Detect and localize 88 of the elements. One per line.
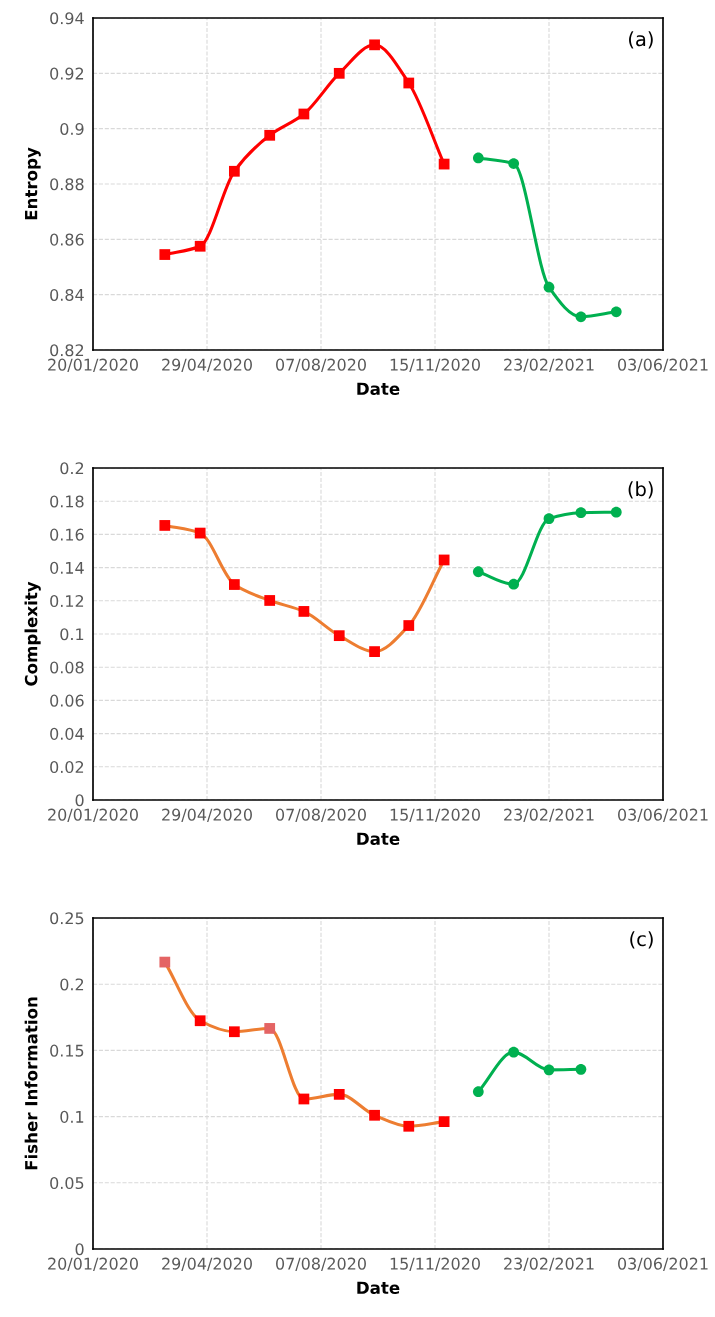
y-tick-label: 0.04 <box>50 727 84 740</box>
y-tick-label: 0.9 <box>60 122 84 135</box>
y-tick-label: 0.1 <box>60 628 84 641</box>
x-tick-label: 20/01/2020 <box>48 808 138 822</box>
y-tick-label: 0.82 <box>50 344 84 357</box>
point <box>508 158 520 169</box>
x-tick-label: 23/02/2021 <box>504 358 594 372</box>
y-tick-label: 0 <box>75 1243 84 1256</box>
point <box>333 67 345 79</box>
x-tick-label: 07/08/2020 <box>276 358 366 372</box>
point <box>369 39 380 51</box>
x-tick-label: 15/11/2020 <box>390 1257 480 1271</box>
point <box>264 1023 276 1034</box>
x-tick-label: 07/08/2020 <box>276 1257 366 1271</box>
y-tick-label: 0.1 <box>60 1110 84 1123</box>
point <box>610 506 622 518</box>
annotation: (b) <box>628 481 653 499</box>
x-tick-label: 20/01/2020 <box>48 358 138 372</box>
point <box>333 1088 345 1100</box>
point <box>472 1086 484 1098</box>
y-tick-label: 0.2 <box>60 978 84 991</box>
point <box>403 1120 415 1132</box>
x-tick-label: 29/04/2020 <box>162 1257 252 1271</box>
y-tick-label: 0.92 <box>50 67 84 80</box>
point <box>403 620 415 631</box>
x-tick-label: 15/11/2020 <box>390 358 480 372</box>
point <box>298 606 310 617</box>
y-tick-label: 0 <box>75 794 84 807</box>
y-axis-title: Entropy <box>25 147 41 220</box>
point <box>543 513 555 525</box>
y-tick-label: 0.06 <box>50 694 84 707</box>
point <box>159 520 171 531</box>
point <box>575 1063 587 1075</box>
y-tick-label: 0.14 <box>50 561 84 574</box>
point <box>194 240 206 252</box>
point <box>228 579 240 590</box>
x-tick-label: 15/11/2020 <box>390 808 480 822</box>
y-tick-label: 0.18 <box>50 495 84 508</box>
point <box>159 249 171 260</box>
point <box>264 595 276 606</box>
point <box>575 311 587 323</box>
y-tick-label: 0.25 <box>50 912 84 925</box>
x-axis-title: Date <box>357 832 400 846</box>
y-tick-label: 0.84 <box>50 288 84 301</box>
point <box>194 527 206 539</box>
x-tick-label: 29/04/2020 <box>162 808 252 822</box>
x-tick-label: 03/06/2021 <box>618 808 708 822</box>
point <box>369 1109 380 1121</box>
y-axis-title: Fisher Information <box>24 997 38 1170</box>
y-tick-label: 0.86 <box>50 233 84 246</box>
point <box>472 566 484 578</box>
y-tick-label: 0.08 <box>50 661 84 674</box>
point <box>508 578 520 590</box>
x-tick-label: 07/08/2020 <box>276 808 366 822</box>
point <box>159 956 171 968</box>
y-tick-label: 0.16 <box>50 528 84 541</box>
point <box>575 507 587 519</box>
point <box>333 630 345 642</box>
x-tick-label: 03/06/2021 <box>618 1257 708 1271</box>
x-tick-label: 23/02/2021 <box>504 808 594 822</box>
point <box>543 281 555 293</box>
y-axis-title: Complexity <box>24 581 41 686</box>
y-tick-label: 0.02 <box>50 761 84 774</box>
y-tick-label: 0.94 <box>50 12 84 25</box>
x-axis-title: Date <box>357 1281 400 1295</box>
point <box>403 77 415 89</box>
point <box>228 165 240 177</box>
point <box>508 1046 520 1058</box>
point <box>438 1116 450 1128</box>
x-tick-label: 20/01/2020 <box>48 1257 138 1271</box>
x-tick-label: 29/04/2020 <box>162 358 252 372</box>
point <box>543 1064 555 1076</box>
annotation: (a) <box>629 31 653 49</box>
x-tick-label: 03/06/2021 <box>618 358 708 372</box>
y-tick-label: 0.88 <box>50 178 84 191</box>
x-tick-label: 23/02/2021 <box>504 1257 594 1271</box>
point <box>369 646 380 657</box>
y-tick-label: 0.2 <box>60 462 84 475</box>
point <box>228 1026 240 1038</box>
annotation: (c) <box>630 931 653 949</box>
point <box>610 306 622 318</box>
y-tick-label: 0.15 <box>50 1044 84 1057</box>
point <box>194 1015 206 1027</box>
y-tick-label: 0.12 <box>50 595 84 608</box>
y-tick-label: 0.05 <box>50 1177 84 1190</box>
x-axis-title: Date <box>357 382 400 396</box>
point <box>472 152 484 164</box>
point <box>264 129 276 141</box>
